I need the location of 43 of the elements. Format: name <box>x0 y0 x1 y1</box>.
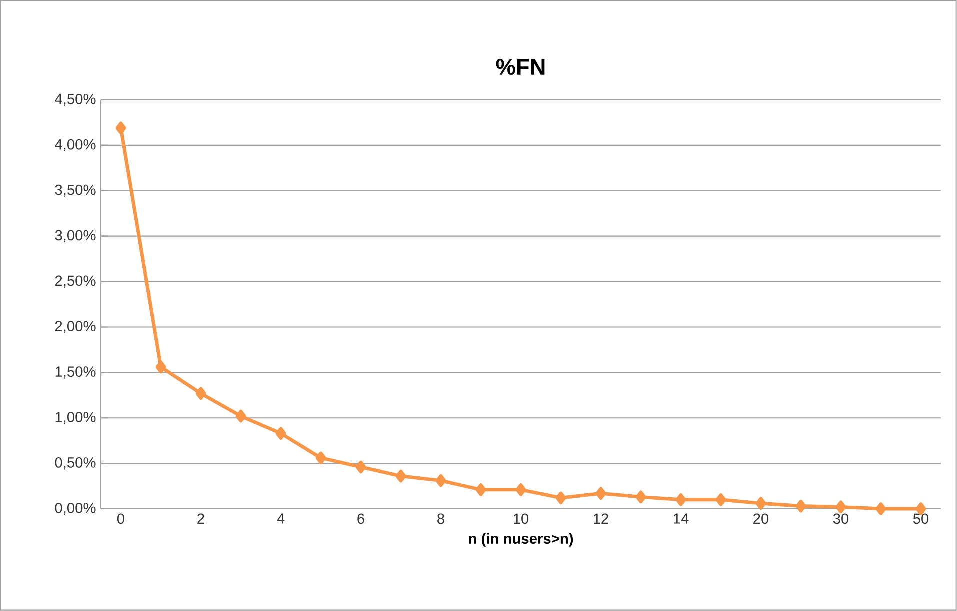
point <box>676 494 686 506</box>
point <box>636 490 646 504</box>
point <box>196 387 206 400</box>
point <box>596 487 606 500</box>
point <box>836 500 846 514</box>
y-tick-label: 2,00% <box>55 321 96 334</box>
x-tick-label: 10 <box>514 514 529 524</box>
point <box>516 484 526 496</box>
y-tick-label: 3,50% <box>55 184 96 197</box>
x-tick-label: 8 <box>438 514 444 524</box>
x-tick-label: 4 <box>277 514 285 524</box>
x-tick-label: 20 <box>754 514 769 524</box>
point <box>436 474 446 488</box>
point <box>316 452 326 465</box>
point <box>236 410 246 423</box>
x-axis-title: n (in nusers>n) <box>469 533 574 547</box>
point <box>756 497 766 510</box>
x-tick-label: 14 <box>674 514 689 524</box>
x-tick-label: 0 <box>117 514 124 524</box>
y-tick-label: 0,00% <box>55 502 96 516</box>
x-tick-label: 12 <box>594 514 608 524</box>
y-tick-label: 4,00% <box>55 139 96 152</box>
point <box>876 502 886 516</box>
y-tick-label: 3,00% <box>55 230 96 242</box>
point <box>116 122 126 135</box>
y-tick-label: 4,50% <box>55 94 96 106</box>
point <box>716 494 726 506</box>
point <box>156 360 166 374</box>
point <box>556 492 566 504</box>
x-tick-label: 6 <box>358 514 364 524</box>
point <box>796 500 806 513</box>
chart-title: %FN <box>496 59 545 76</box>
point <box>476 484 486 496</box>
point <box>396 470 406 483</box>
y-tick-label: 1,00% <box>56 412 96 424</box>
x-tick-label: 30 <box>833 514 849 524</box>
x-tick-label: 50 <box>913 514 929 524</box>
y-tick-label: 0,50% <box>55 458 96 470</box>
y-tick-label: 1,50% <box>56 366 96 379</box>
point <box>356 460 366 474</box>
y-tick-label: 2,50% <box>55 276 96 288</box>
x-tick-label: 2 <box>198 514 204 524</box>
point <box>276 427 286 440</box>
